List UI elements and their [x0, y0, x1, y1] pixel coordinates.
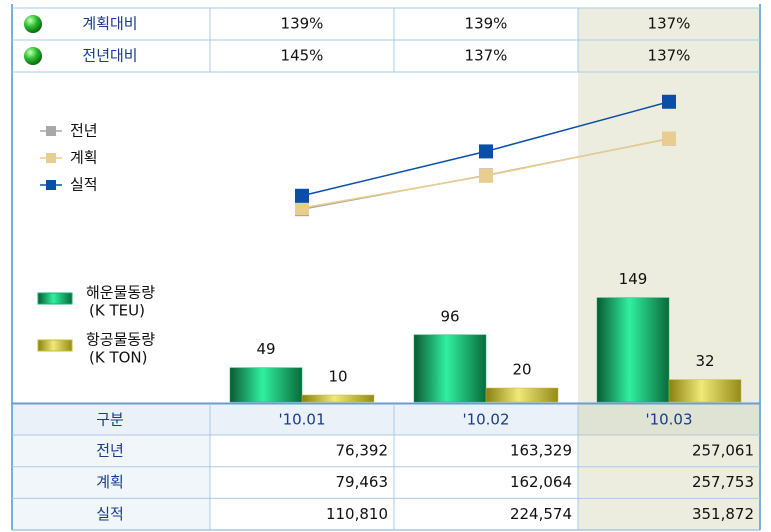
- cell: 137%: [465, 47, 508, 65]
- bar-value-label: 10: [328, 368, 347, 386]
- bar-value-label: 32: [695, 352, 714, 370]
- bar-value-label: 49: [256, 340, 275, 358]
- status-icon: [24, 47, 42, 65]
- column-header: '10.01: [278, 411, 325, 429]
- bar-value-label: 20: [512, 361, 531, 379]
- line-marker: [662, 131, 676, 146]
- row-label: 계획대비: [82, 15, 137, 33]
- cell: 137%: [648, 15, 691, 33]
- line-marker: [295, 188, 309, 203]
- bar: [301, 394, 375, 403]
- cell: 351,872: [692, 505, 754, 523]
- line-marker: [662, 94, 676, 109]
- row-label: 전년: [96, 442, 124, 460]
- status-icon: [24, 15, 42, 33]
- legend-unit: (K TON): [89, 349, 148, 367]
- row-label: 계획: [96, 473, 124, 491]
- column-header: '10.03: [645, 411, 692, 429]
- header-highlight-bg: [578, 404, 760, 435]
- row-label: 실적: [96, 505, 124, 523]
- line-marker: [479, 168, 493, 183]
- cell: 139%: [281, 15, 324, 33]
- column-header: '10.02: [462, 411, 509, 429]
- cell: 76,392: [336, 442, 389, 460]
- cell: 162,064: [510, 473, 572, 491]
- legend-marker: [46, 180, 56, 190]
- line-marker: [295, 201, 309, 216]
- cell: 224,574: [510, 505, 572, 523]
- legend-marker: [46, 126, 56, 136]
- legend-box: [37, 292, 73, 305]
- bar: [229, 367, 303, 403]
- cell: 145%: [281, 47, 324, 65]
- line-marker: [479, 144, 493, 159]
- table-corner: 구분: [96, 411, 124, 429]
- legend-unit: (K TEU): [89, 302, 145, 320]
- cell: 79,463: [336, 473, 389, 491]
- cell: 257,061: [692, 442, 754, 460]
- row-label: 전년대비: [82, 47, 137, 65]
- legend-label: 계획: [70, 149, 98, 167]
- legend-label: 실적: [70, 176, 98, 194]
- bar-value-label: 96: [440, 307, 459, 325]
- cell: 139%: [465, 15, 508, 33]
- legend-label: 전년: [70, 122, 98, 140]
- legend-marker: [46, 153, 56, 163]
- cell: 137%: [648, 47, 691, 65]
- cell: 257,753: [692, 473, 754, 491]
- bar: [596, 297, 670, 403]
- legend-label: 항공물동량: [86, 331, 155, 349]
- bar: [668, 379, 742, 403]
- legend-label: 해운물동량: [86, 284, 155, 302]
- cell: 110,810: [326, 505, 388, 523]
- cell: 163,329: [510, 442, 572, 460]
- bar: [413, 334, 487, 403]
- bar-value-label: 149: [619, 270, 648, 288]
- legend-box: [37, 339, 73, 352]
- row-label-bg: [12, 435, 210, 530]
- bar: [485, 387, 559, 403]
